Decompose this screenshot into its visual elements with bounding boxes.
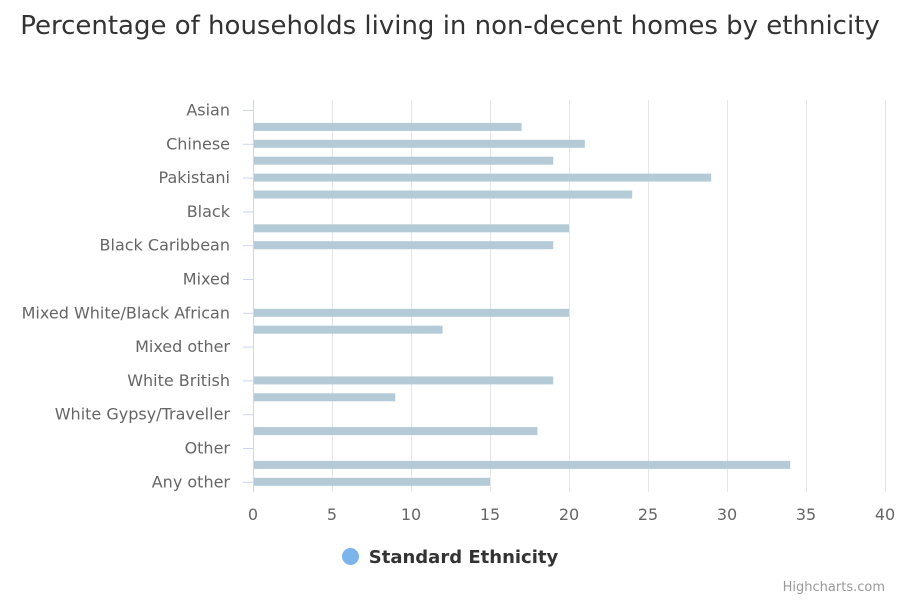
bar[interactable]: [253, 190, 633, 199]
bar[interactable]: [253, 122, 522, 131]
x-tick-label: 10: [401, 505, 421, 524]
legend[interactable]: Standard Ethnicity: [0, 547, 900, 568]
x-tick-label: 40: [875, 505, 895, 524]
bar[interactable]: [253, 224, 569, 233]
y-axis-labels: Asian Chinese Pakistani Black Black Caribbea…: [22, 101, 231, 492]
bar[interactable]: [253, 460, 791, 469]
bar[interactable]: [253, 393, 396, 402]
y-category-label: Asian: [186, 101, 230, 120]
bar[interactable]: [253, 241, 554, 250]
y-category-label: White British: [127, 371, 230, 390]
bar[interactable]: [253, 477, 490, 486]
x-tick-label: 15: [480, 505, 500, 524]
x-axis-labels: 0 5 10 15 20 25 30 35 40: [248, 505, 895, 524]
legend-symbol: [341, 548, 359, 565]
x-tick-label: 35: [796, 505, 816, 524]
bar[interactable]: [253, 325, 443, 334]
x-tick-label: 20: [559, 505, 579, 524]
bar[interactable]: [253, 139, 585, 148]
y-category-label: Black Caribbean: [100, 236, 230, 255]
y-category-label: White Gypsy/Traveller: [55, 405, 231, 424]
chart-title: Percentage of households living in non-d…: [20, 11, 880, 41]
y-category-label: Black: [187, 202, 231, 221]
y-axis: [243, 100, 254, 492]
bar-series[interactable]: [253, 122, 791, 486]
bar[interactable]: [253, 376, 554, 385]
y-category-label: Mixed White/Black African: [22, 303, 230, 322]
y-category-label: Mixed other: [135, 337, 230, 356]
bar[interactable]: [253, 156, 554, 165]
y-category-label: Pakistani: [159, 168, 230, 187]
bar[interactable]: [253, 427, 538, 436]
y-category-label: Mixed: [183, 270, 230, 289]
y-category-label: Any other: [152, 472, 231, 491]
bar[interactable]: [253, 308, 569, 317]
credits-link[interactable]: Highcharts.com: [782, 580, 885, 595]
x-tick-label: 30: [717, 505, 737, 524]
legend-label[interactable]: Standard Ethnicity: [368, 547, 559, 568]
x-tick-label: 0: [248, 505, 258, 524]
bar[interactable]: [253, 173, 712, 182]
x-tick-label: 5: [327, 505, 337, 524]
y-category-label: Chinese: [166, 134, 230, 153]
gridlines: [332, 100, 886, 492]
y-category-label: Other: [185, 439, 231, 458]
x-tick-label: 25: [638, 505, 658, 524]
